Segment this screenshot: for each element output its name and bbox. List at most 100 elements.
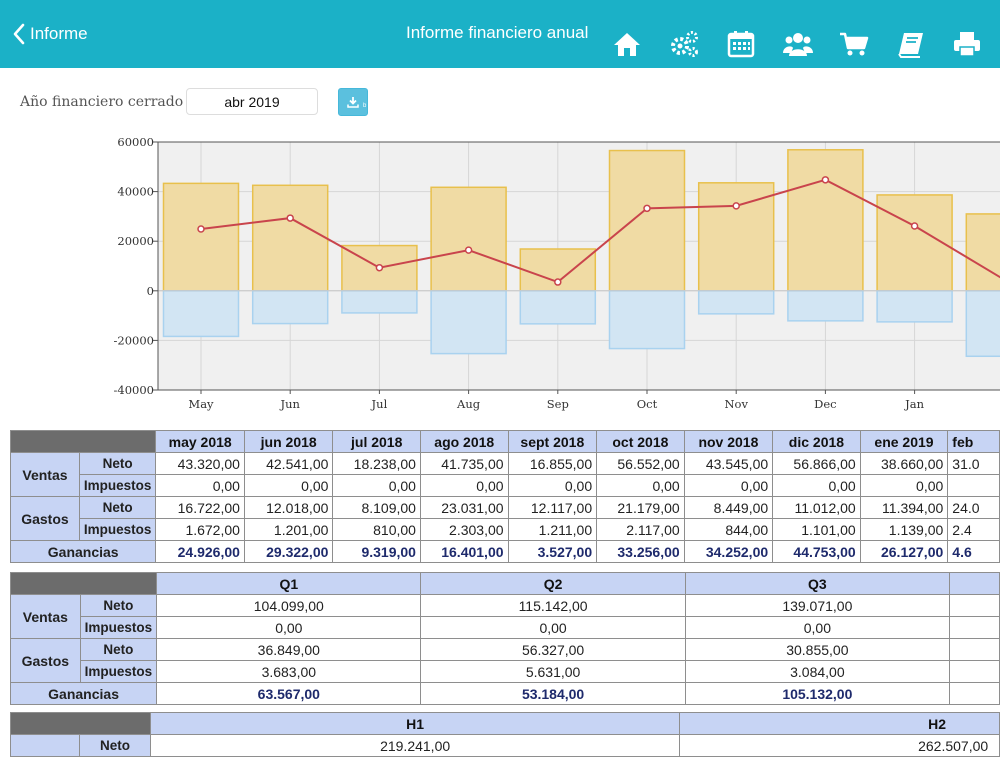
- profit-point: [466, 247, 472, 253]
- cart-icon[interactable]: [839, 30, 869, 58]
- table-row: Ventas Neto 104.099,00 115.142,00 139.07…: [11, 595, 1000, 617]
- table-cell: 38.660,00: [860, 453, 948, 475]
- table-row: Impuestos 0,00 0,00 0,00: [11, 617, 1000, 639]
- sales-bar: [164, 183, 239, 290]
- fiscal-year-field[interactable]: abr 2019: [186, 88, 318, 115]
- table-cell: [950, 617, 1000, 639]
- impuestos-label: Impuestos: [80, 617, 157, 639]
- x-tick-label: May: [188, 397, 214, 411]
- sales-bar: [966, 214, 1000, 291]
- expense-bar: [699, 291, 774, 314]
- table-cell: 1.211,00: [508, 519, 597, 541]
- profit-point: [376, 265, 382, 271]
- table-cell: 26.127,00: [860, 541, 948, 563]
- y-tick-label: 60000: [117, 135, 154, 149]
- table-cell: 56.327,00: [421, 639, 685, 661]
- y-tick-label: 0: [147, 284, 154, 298]
- table-cell: 0,00: [508, 475, 597, 497]
- table-cell: 43.545,00: [684, 453, 772, 475]
- table-cell: 16.855,00: [508, 453, 597, 475]
- profit-point: [555, 279, 561, 285]
- half-year-table: H1 H2 Neto 219.241,00 262.507,00: [10, 712, 1000, 757]
- table-row: Ganancias 24.926,00 29.322,00 9.319,00 1…: [11, 541, 1000, 563]
- table-cell: 63.567,00: [157, 683, 421, 705]
- table-cell: 0,00: [421, 617, 685, 639]
- table-cell: 1.672,00: [156, 519, 245, 541]
- table-corner: [11, 431, 156, 453]
- sales-bar: [431, 187, 506, 291]
- table-cell: 0,00: [773, 475, 861, 497]
- table-cell: 219.241,00: [151, 735, 680, 757]
- table-cell: 53.184,00: [421, 683, 685, 705]
- table-cell: [950, 683, 1000, 705]
- neto-label: Neto: [79, 497, 156, 519]
- y-tick-label: 20000: [117, 234, 154, 248]
- sales-bar: [788, 150, 863, 291]
- table-cell: 44.753,00: [773, 541, 861, 563]
- calendar-icon[interactable]: [726, 30, 756, 58]
- table-cell: 30.855,00: [685, 639, 949, 661]
- quarter-header: Q3: [685, 573, 949, 595]
- table-cell: 104.099,00: [157, 595, 421, 617]
- month-header: ene 2019: [860, 431, 948, 453]
- table-cell: 12.117,00: [508, 497, 597, 519]
- table-cell: 3.683,00: [157, 661, 421, 683]
- y-tick-label: 40000: [117, 185, 154, 199]
- month-header: ago 2018: [420, 431, 508, 453]
- expense-bar: [788, 291, 863, 321]
- sales-bar: [253, 185, 328, 291]
- x-tick-label: Sep: [547, 397, 569, 411]
- table-cell: 0,00: [684, 475, 772, 497]
- quarterly-table: Q1 Q2 Q3 Ventas Neto 104.099,00 115.142,…: [10, 572, 1000, 705]
- settings-icon[interactable]: [669, 30, 699, 58]
- ganancias-label: Ganancias: [11, 683, 157, 705]
- table-cell: 5.631,00: [421, 661, 685, 683]
- back-label: Informe: [30, 24, 88, 44]
- table-cell: 1.101,00: [773, 519, 861, 541]
- y-tick-label: -20000: [114, 333, 154, 347]
- fiscal-year-label: Año financiero cerrado: [20, 94, 183, 110]
- month-header: feb: [948, 431, 1000, 453]
- download-button[interactable]: b: [338, 88, 368, 116]
- table-cell: 12.018,00: [244, 497, 332, 519]
- x-tick-label: Nov: [724, 397, 748, 411]
- month-header: dic 2018: [773, 431, 861, 453]
- ganancias-label: Ganancias: [11, 541, 156, 563]
- quarter-header: Q2: [421, 573, 685, 595]
- x-tick-label: Jun: [279, 397, 300, 411]
- table-cell: 844,00: [684, 519, 772, 541]
- table-cell: 41.735,00: [420, 453, 508, 475]
- table-cell: 18.238,00: [333, 453, 421, 475]
- ventas-label: Ventas: [11, 595, 81, 639]
- table-row: Ventas Neto 43.320,00 42.541,00 18.238,0…: [11, 453, 1000, 475]
- half-header: H1: [151, 713, 680, 735]
- profit-point: [644, 205, 650, 211]
- profit-point: [287, 215, 293, 221]
- month-header: oct 2018: [597, 431, 685, 453]
- table-cell: 0,00: [157, 617, 421, 639]
- users-icon[interactable]: [783, 30, 813, 58]
- x-tick-label: Jan: [904, 397, 924, 411]
- back-button[interactable]: Informe: [12, 20, 88, 48]
- expense-bar: [610, 291, 685, 349]
- table-corner: [11, 573, 157, 595]
- expense-bar: [520, 291, 595, 324]
- book-icon[interactable]: [896, 30, 926, 58]
- table-cell: 9.319,00: [333, 541, 421, 563]
- print-icon[interactable]: [952, 30, 982, 58]
- neto-label: Neto: [80, 595, 157, 617]
- table-cell: 4.6: [948, 541, 1000, 563]
- table-cell: [950, 595, 1000, 617]
- y-tick-label: -40000: [114, 383, 154, 397]
- impuestos-label: Impuestos: [79, 519, 156, 541]
- table-cell: 3.084,00: [685, 661, 949, 683]
- page-title: Informe financiero anual: [406, 23, 588, 43]
- x-tick-label: Jul: [371, 397, 388, 411]
- home-icon[interactable]: [612, 30, 642, 58]
- profit-point: [198, 226, 204, 232]
- table-cell: 34.252,00: [684, 541, 772, 563]
- table-cell: 43.320,00: [156, 453, 245, 475]
- table-cell: 2.117,00: [597, 519, 685, 541]
- neto-label: Neto: [79, 735, 150, 757]
